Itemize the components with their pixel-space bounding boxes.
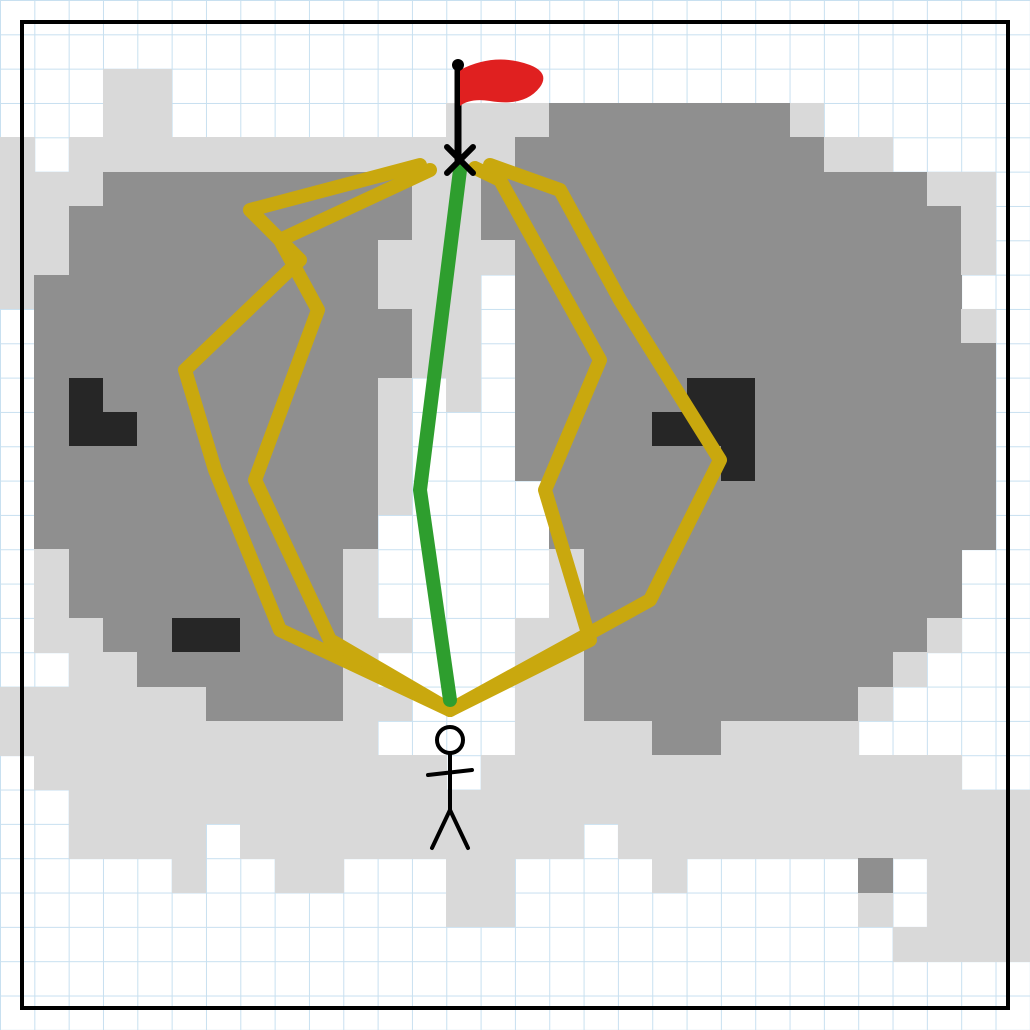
outer-frame xyxy=(20,20,1010,1010)
